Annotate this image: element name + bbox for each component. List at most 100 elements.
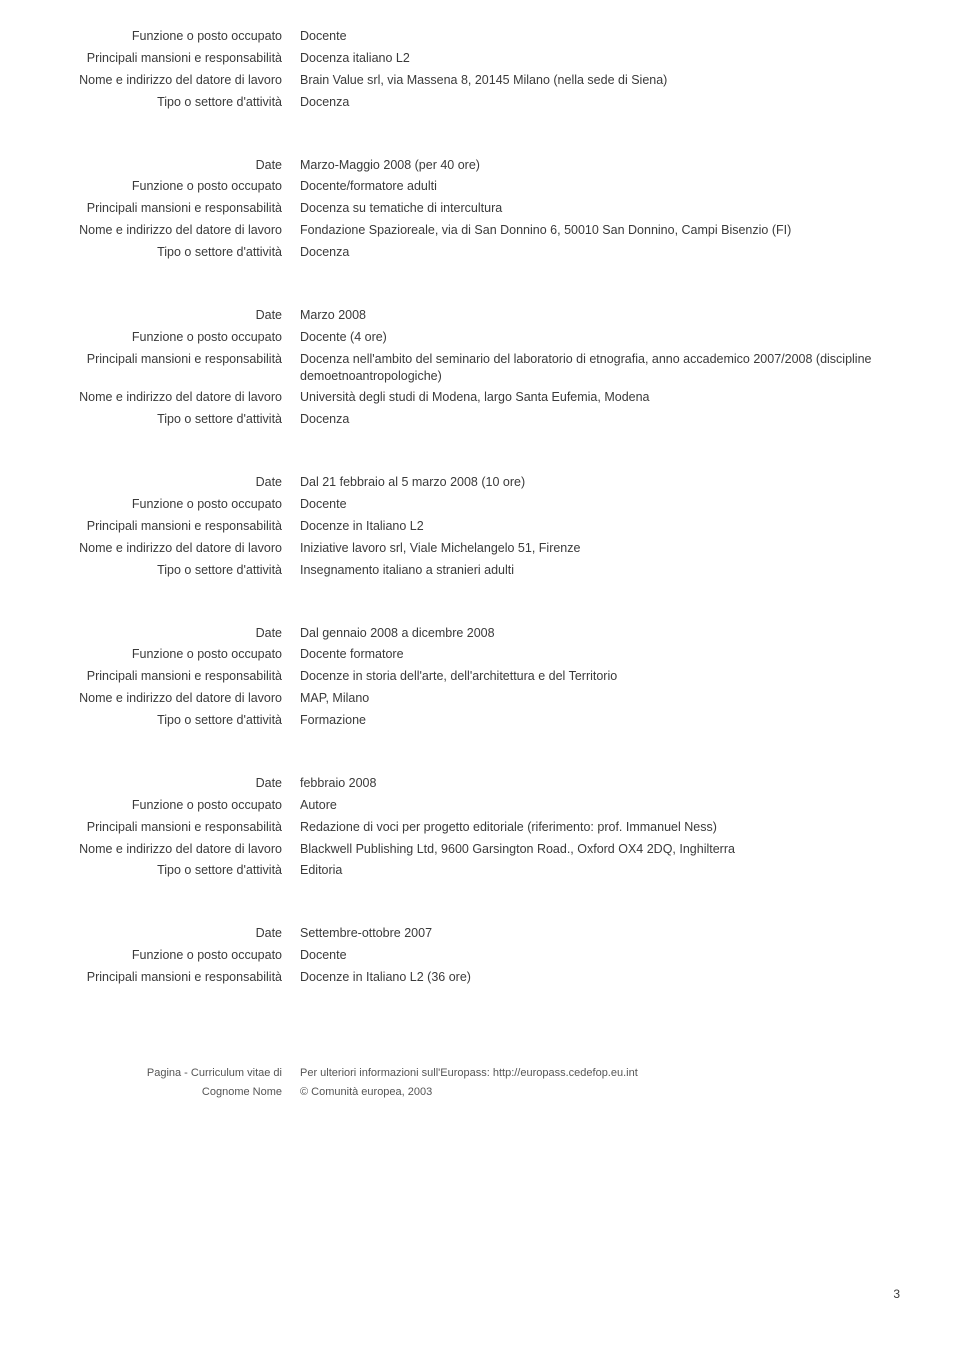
entry-datore-label: Nome e indirizzo del datore di lavoro (60, 540, 300, 557)
cv-entry: Funzione o posto occupatoDocentePrincipa… (60, 28, 900, 111)
entry-mansioni-value: Docenza nell'ambito del seminario del la… (300, 351, 900, 385)
entry-funzione-value: Docente (4 ore) (300, 329, 900, 346)
footer-europass-link: Per ulteriori informazioni sull'Europass… (300, 1066, 900, 1081)
entry-datore-label: Nome e indirizzo del datore di lavoro (60, 389, 300, 406)
entry-mansioni-value: Docenza italiano L2 (300, 50, 900, 67)
entry-date-row: DateDal gennaio 2008 a dicembre 2008 (60, 625, 900, 642)
entry-datore-value: Fondazione Spazioreale, via di San Donni… (300, 222, 900, 239)
entry-mansioni-row: Principali mansioni e responsabilitàReda… (60, 819, 900, 836)
entry-date-value: febbraio 2008 (300, 775, 900, 792)
entry-mansioni-row: Principali mansioni e responsabilitàDoce… (60, 518, 900, 535)
entry-datore-row: Nome e indirizzo del datore di lavoroBra… (60, 72, 900, 89)
entry-funzione-value: Docente formatore (300, 646, 900, 663)
entry-datore-row: Nome e indirizzo del datore di lavoroBla… (60, 841, 900, 858)
entry-funzione-label: Funzione o posto occupato (60, 28, 300, 45)
entry-date-value: Marzo 2008 (300, 307, 900, 324)
entry-funzione-value: Docente (300, 496, 900, 513)
footer-pagina-label: Pagina - Curriculum vitae di (60, 1066, 282, 1081)
page-footer: Pagina - Curriculum vitae di Cognome Nom… (60, 1066, 900, 1100)
entry-date-row: Datefebbraio 2008 (60, 775, 900, 792)
entry-datore-label: Nome e indirizzo del datore di lavoro (60, 690, 300, 707)
entry-settore-value: Editoria (300, 862, 900, 879)
entry-mansioni-label: Principali mansioni e responsabilità (60, 200, 300, 217)
entry-datore-row: Nome e indirizzo del datore di lavoroUni… (60, 389, 900, 406)
cv-entry: DateDal 21 febbraio al 5 marzo 2008 (10 … (60, 474, 900, 578)
entry-datore-row: Nome e indirizzo del datore di lavoroMAP… (60, 690, 900, 707)
entry-funzione-label: Funzione o posto occupato (60, 496, 300, 513)
entry-date-value: Settembre-ottobre 2007 (300, 925, 900, 942)
entry-date-label: Date (60, 625, 300, 642)
entry-mansioni-value: Docenze in Italiano L2 (36 ore) (300, 969, 900, 986)
entry-settore-value: Docenza (300, 244, 900, 261)
entry-mansioni-value: Docenze in storia dell'arte, dell'archit… (300, 668, 900, 685)
entry-settore-value: Docenza (300, 411, 900, 428)
entry-datore-row: Nome e indirizzo del datore di lavoroFon… (60, 222, 900, 239)
entry-settore-label: Tipo o settore d'attività (60, 862, 300, 879)
cv-entries-container: Funzione o posto occupatoDocentePrincipa… (60, 28, 900, 986)
entry-mansioni-label: Principali mansioni e responsabilità (60, 969, 300, 986)
entry-mansioni-value: Docenze in Italiano L2 (300, 518, 900, 535)
footer-left: Pagina - Curriculum vitae di Cognome Nom… (60, 1066, 300, 1100)
entry-funzione-label: Funzione o posto occupato (60, 797, 300, 814)
entry-funzione-row: Funzione o posto occupatoDocente/formato… (60, 178, 900, 195)
entry-date-label: Date (60, 775, 300, 792)
entry-settore-label: Tipo o settore d'attività (60, 94, 300, 111)
entry-mansioni-row: Principali mansioni e responsabilitàDoce… (60, 50, 900, 67)
entry-funzione-value: Autore (300, 797, 900, 814)
entry-mansioni-row: Principali mansioni e responsabilitàDoce… (60, 969, 900, 986)
entry-settore-value: Docenza (300, 94, 900, 111)
entry-funzione-row: Funzione o posto occupatoDocente (60, 947, 900, 964)
entry-funzione-value: Docente/formatore adulti (300, 178, 900, 195)
entry-funzione-value: Docente (300, 28, 900, 45)
entry-date-label: Date (60, 925, 300, 942)
entry-mansioni-label: Principali mansioni e responsabilità (60, 50, 300, 67)
entry-funzione-row: Funzione o posto occupatoDocente (4 ore) (60, 329, 900, 346)
cv-entry: DateMarzo-Maggio 2008 (per 40 ore) Funzio… (60, 157, 900, 261)
entry-settore-row: Tipo o settore d'attivitàEditoria (60, 862, 900, 879)
entry-date-value: Dal gennaio 2008 a dicembre 2008 (300, 625, 900, 642)
entry-date-value: Dal 21 febbraio al 5 marzo 2008 (10 ore) (300, 474, 900, 491)
entry-datore-label: Nome e indirizzo del datore di lavoro (60, 841, 300, 858)
footer-right: Per ulteriori informazioni sull'Europass… (300, 1066, 900, 1100)
entry-mansioni-row: Principali mansioni e responsabilitàDoce… (60, 668, 900, 685)
entry-mansioni-row: Principali mansioni e responsabilitàDoce… (60, 200, 900, 217)
entry-settore-label: Tipo o settore d'attività (60, 562, 300, 579)
entry-date-row: DateSettembre-ottobre 2007 (60, 925, 900, 942)
entry-settore-label: Tipo o settore d'attività (60, 712, 300, 729)
entry-funzione-label: Funzione o posto occupato (60, 178, 300, 195)
entry-settore-label: Tipo o settore d'attività (60, 411, 300, 428)
entry-date-row: DateMarzo 2008 (60, 307, 900, 324)
entry-datore-value: Università degli studi di Modena, largo … (300, 389, 900, 406)
entry-datore-row: Nome e indirizzo del datore di lavoroIni… (60, 540, 900, 557)
entry-mansioni-value: Redazione di voci per progetto editorial… (300, 819, 900, 836)
entry-date-label: Date (60, 307, 300, 324)
footer-cognome-label: Cognome Nome (60, 1085, 282, 1100)
entry-datore-value: Brain Value srl, via Massena 8, 20145 Mi… (300, 72, 900, 89)
entry-settore-value: Insegnamento italiano a stranieri adulti (300, 562, 900, 579)
entry-funzione-row: Funzione o posto occupatoDocente (60, 28, 900, 45)
entry-datore-label: Nome e indirizzo del datore di lavoro (60, 72, 300, 89)
entry-funzione-row: Funzione o posto occupatoDocente (60, 496, 900, 513)
entry-date-label: Date (60, 157, 300, 174)
entry-date-row: DateMarzo-Maggio 2008 (per 40 ore) (60, 157, 900, 174)
cv-entry: Datefebbraio 2008Funzione o posto occupa… (60, 775, 900, 879)
entry-funzione-label: Funzione o posto occupato (60, 329, 300, 346)
entry-mansioni-label: Principali mansioni e responsabilità (60, 518, 300, 535)
entry-settore-label: Tipo o settore d'attività (60, 244, 300, 261)
entry-datore-value: MAP, Milano (300, 690, 900, 707)
footer-copyright: © Comunità europea, 2003 (300, 1085, 900, 1100)
entry-funzione-row: Funzione o posto occupatoAutore (60, 797, 900, 814)
cv-entry: DateMarzo 2008Funzione o posto occupatoD… (60, 307, 900, 428)
entry-settore-row: Tipo o settore d'attivitàInsegnamento it… (60, 562, 900, 579)
entry-funzione-label: Funzione o posto occupato (60, 947, 300, 964)
entry-settore-value: Formazione (300, 712, 900, 729)
entry-settore-row: Tipo o settore d'attivitàDocenza (60, 244, 900, 261)
entry-funzione-row: Funzione o posto occupatoDocente formato… (60, 646, 900, 663)
entry-funzione-label: Funzione o posto occupato (60, 646, 300, 663)
entry-settore-row: Tipo o settore d'attivitàDocenza (60, 411, 900, 428)
entry-mansioni-value: Docenza su tematiche di intercultura (300, 200, 900, 217)
entry-funzione-value: Docente (300, 947, 900, 964)
entry-mansioni-label: Principali mansioni e responsabilità (60, 668, 300, 685)
entry-settore-row: Tipo o settore d'attivitàFormazione (60, 712, 900, 729)
entry-datore-label: Nome e indirizzo del datore di lavoro (60, 222, 300, 239)
